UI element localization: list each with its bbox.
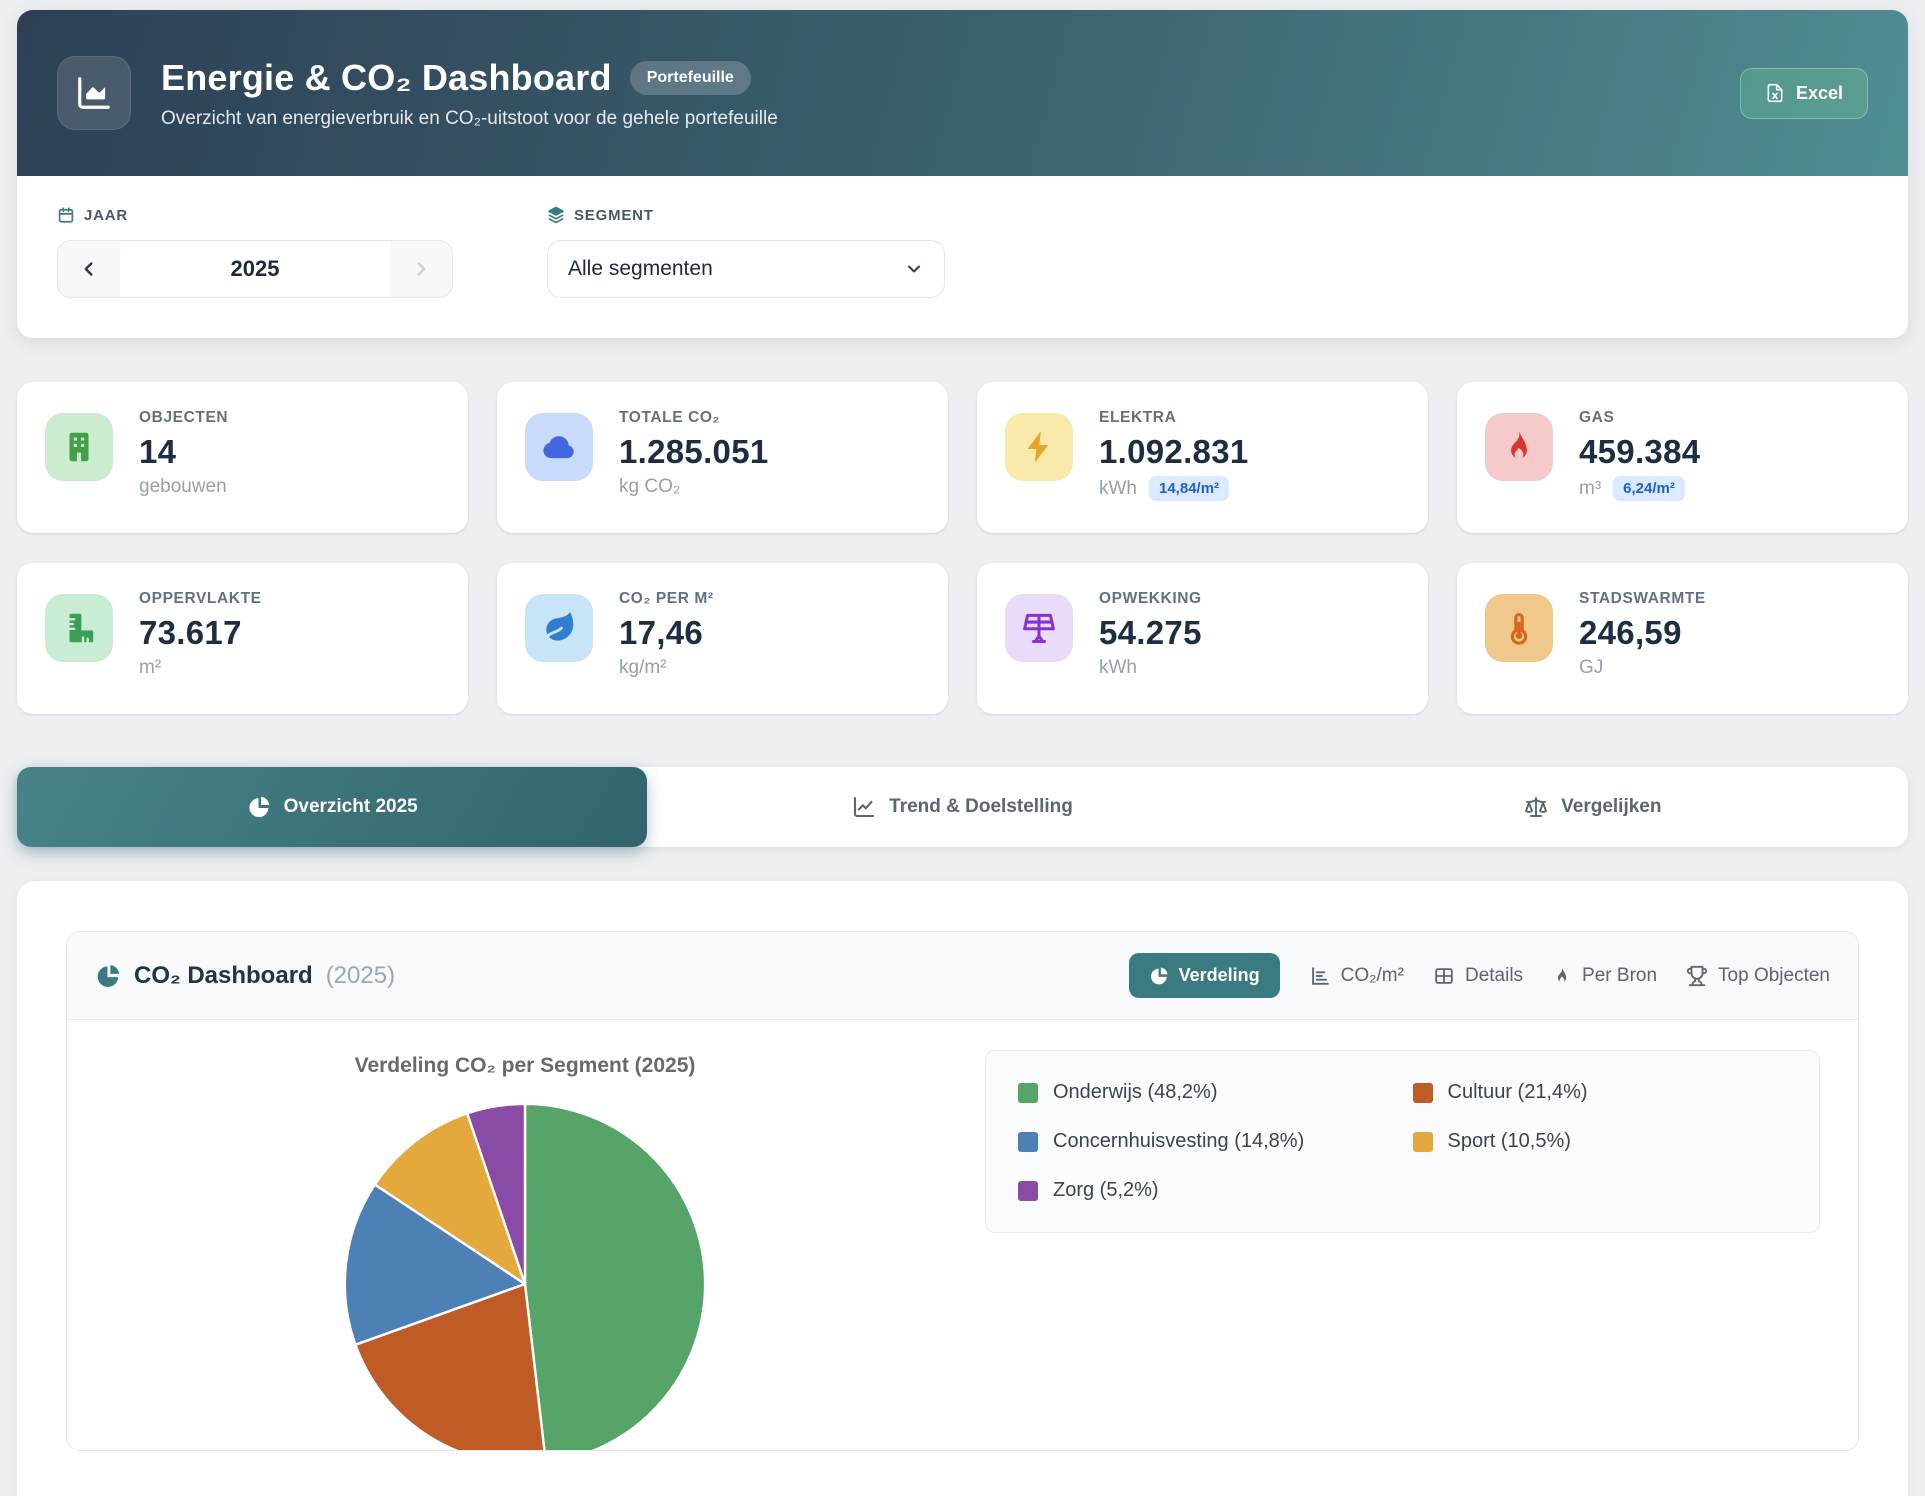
legend-item-sport: Sport (10,5%) — [1412, 1130, 1788, 1153]
year-filter-group: JAAR 2025 — [57, 206, 453, 298]
per-m2-badge: 14,84/m² — [1149, 476, 1230, 501]
legend-item-onderwijs: Onderwijs (48,2%) — [1018, 1081, 1393, 1104]
subtab-top-objecten[interactable]: Top Objecten — [1686, 965, 1830, 987]
year-filter-label: JAAR — [84, 206, 129, 224]
filter-bar: JAAR 2025 SEGMENT — [17, 176, 1908, 338]
trophy-icon — [1686, 965, 1708, 987]
year-value: 2025 — [120, 241, 390, 297]
solar-panel-icon — [1005, 594, 1073, 662]
ruler-icon — [45, 594, 113, 662]
chart-title: Verdeling CO₂ per Segment (2025) — [354, 1054, 696, 1077]
tab-vergelijken[interactable]: Vergelijken — [1278, 767, 1908, 847]
pie-chart-icon — [95, 963, 121, 989]
co2-segment-pie-chart[interactable] — [339, 1098, 711, 1451]
year-prev-button[interactable] — [58, 241, 120, 297]
legend-item-concernhuisvesting: Concernhuisvesting (14,8%) — [1018, 1130, 1393, 1153]
pie-chart-icon — [1149, 966, 1169, 986]
pie-slice-zorg[interactable] — [466, 1102, 527, 1286]
kpi-card-gas: GAS 459.384 m³ 6,24/m² — [1457, 382, 1908, 533]
year-stepper: 2025 — [57, 240, 453, 298]
chevron-down-icon — [904, 259, 924, 279]
kpi-card-co2-per-m2: CO₂ PER M² 17,46 kg/m² — [497, 563, 948, 714]
line-chart-icon — [852, 795, 876, 819]
subtab-co2-m2[interactable]: CO₂/m² — [1309, 965, 1404, 987]
kpi-card-elektra: ELEKTRA 1.092.831 kWh 14,84/m² — [977, 382, 1428, 533]
kpi-card-opwekking: OPWEKKING 54.275 kWh — [977, 563, 1428, 714]
main-tab-bar: Overzicht 2025 Trend & Doelstelling Verg… — [17, 767, 1908, 847]
year-next-button[interactable] — [390, 241, 452, 297]
file-excel-icon — [1765, 83, 1785, 103]
legend-swatch — [1018, 1180, 1038, 1201]
pie-chart-icon — [247, 795, 271, 819]
segment-filter-label: SEGMENT — [574, 206, 654, 224]
subtab-per-bron[interactable]: Per Bron — [1552, 965, 1657, 987]
co2-dashboard-card: CO₂ Dashboard (2025) Verdeling CO — [66, 931, 1859, 1451]
panel-title-year: (2025) — [325, 961, 396, 989]
content-panel: CO₂ Dashboard (2025) Verdeling CO — [17, 881, 1908, 1496]
legend-item-zorg: Zorg (5,2%) — [1018, 1179, 1393, 1202]
hero-header: Energie & CO₂ Dashboard Portefeuille Ove… — [17, 10, 1908, 176]
pie-slice-sport[interactable] — [373, 1112, 527, 1286]
flame-icon — [1552, 966, 1572, 986]
co2-dashboard-header: CO₂ Dashboard (2025) Verdeling CO — [67, 932, 1858, 1020]
segment-filter-group: SEGMENT Alle segmenten — [547, 206, 945, 298]
bar-chart-icon — [1309, 965, 1331, 987]
kpi-card-oppervlakte: OPPERVLAKTE 73.617 m² — [17, 563, 468, 714]
layers-icon — [547, 206, 565, 224]
tab-trend-doelstelling[interactable]: Trend & Doelstelling — [647, 767, 1277, 847]
scale-icon — [1524, 795, 1548, 819]
kpi-card-totale-co2: TOTALE CO₂ 1.285.051 kg CO₂ — [497, 382, 948, 533]
segment-select-value: Alle segmenten — [568, 257, 713, 280]
panel-title: CO₂ Dashboard — [134, 961, 313, 989]
table-icon — [1433, 965, 1455, 987]
chart-legend: Onderwijs (48,2%) Cultuur (21,4%) Concer… — [985, 1050, 1820, 1233]
cloud-icon — [525, 413, 593, 481]
subtab-verdeling[interactable]: Verdeling — [1128, 953, 1280, 998]
header-card: Energie & CO₂ Dashboard Portefeuille Ove… — [17, 10, 1908, 338]
legend-swatch — [1018, 1082, 1038, 1103]
pie-slice-onderwijs[interactable] — [523, 1102, 707, 1451]
subtab-details[interactable]: Details — [1433, 965, 1523, 987]
leaf-icon — [525, 594, 593, 662]
pie-slice-concernhuisvesting[interactable] — [343, 1183, 527, 1346]
excel-export-button[interactable]: Excel — [1739, 67, 1868, 119]
chart-area-icon — [57, 56, 131, 130]
hero-text: Energie & CO₂ Dashboard Portefeuille Ove… — [161, 57, 778, 130]
page-subtitle: Overzicht van energieverbruik en CO₂-uit… — [161, 107, 778, 129]
legend-swatch — [1018, 1131, 1038, 1152]
chart-body: Verdeling CO₂ per Segment (2025) Onderwi… — [67, 1020, 1858, 1451]
pie-chart-section: Verdeling CO₂ per Segment (2025) — [105, 1050, 945, 1451]
calendar-icon — [57, 206, 75, 224]
portfolio-badge: Portefeuille — [629, 60, 751, 95]
thermometer-icon — [1485, 594, 1553, 662]
tab-overzicht-2025[interactable]: Overzicht 2025 — [17, 767, 648, 847]
building-icon — [45, 413, 113, 481]
flame-icon — [1485, 413, 1553, 481]
segment-select[interactable]: Alle segmenten — [547, 240, 945, 298]
subtab-bar: Verdeling CO₂/m² Details — [1128, 953, 1830, 998]
kpi-grid: OBJECTEN 14 gebouwen TOTALE CO₂ 1.285.05… — [17, 382, 1908, 714]
kpi-card-stadswarmte: STADSWARMTE 246,59 GJ — [1457, 563, 1908, 714]
per-m2-badge: 6,24/m² — [1613, 476, 1685, 501]
kpi-card-objecten: OBJECTEN 14 gebouwen — [17, 382, 468, 533]
legend-swatch — [1412, 1082, 1433, 1103]
legend-item-cultuur: Cultuur (21,4%) — [1412, 1081, 1788, 1104]
bolt-icon — [1005, 413, 1073, 481]
pie-slice-cultuur[interactable] — [354, 1282, 546, 1451]
page-title: Energie & CO₂ Dashboard — [161, 56, 612, 98]
legend-swatch — [1412, 1131, 1433, 1152]
